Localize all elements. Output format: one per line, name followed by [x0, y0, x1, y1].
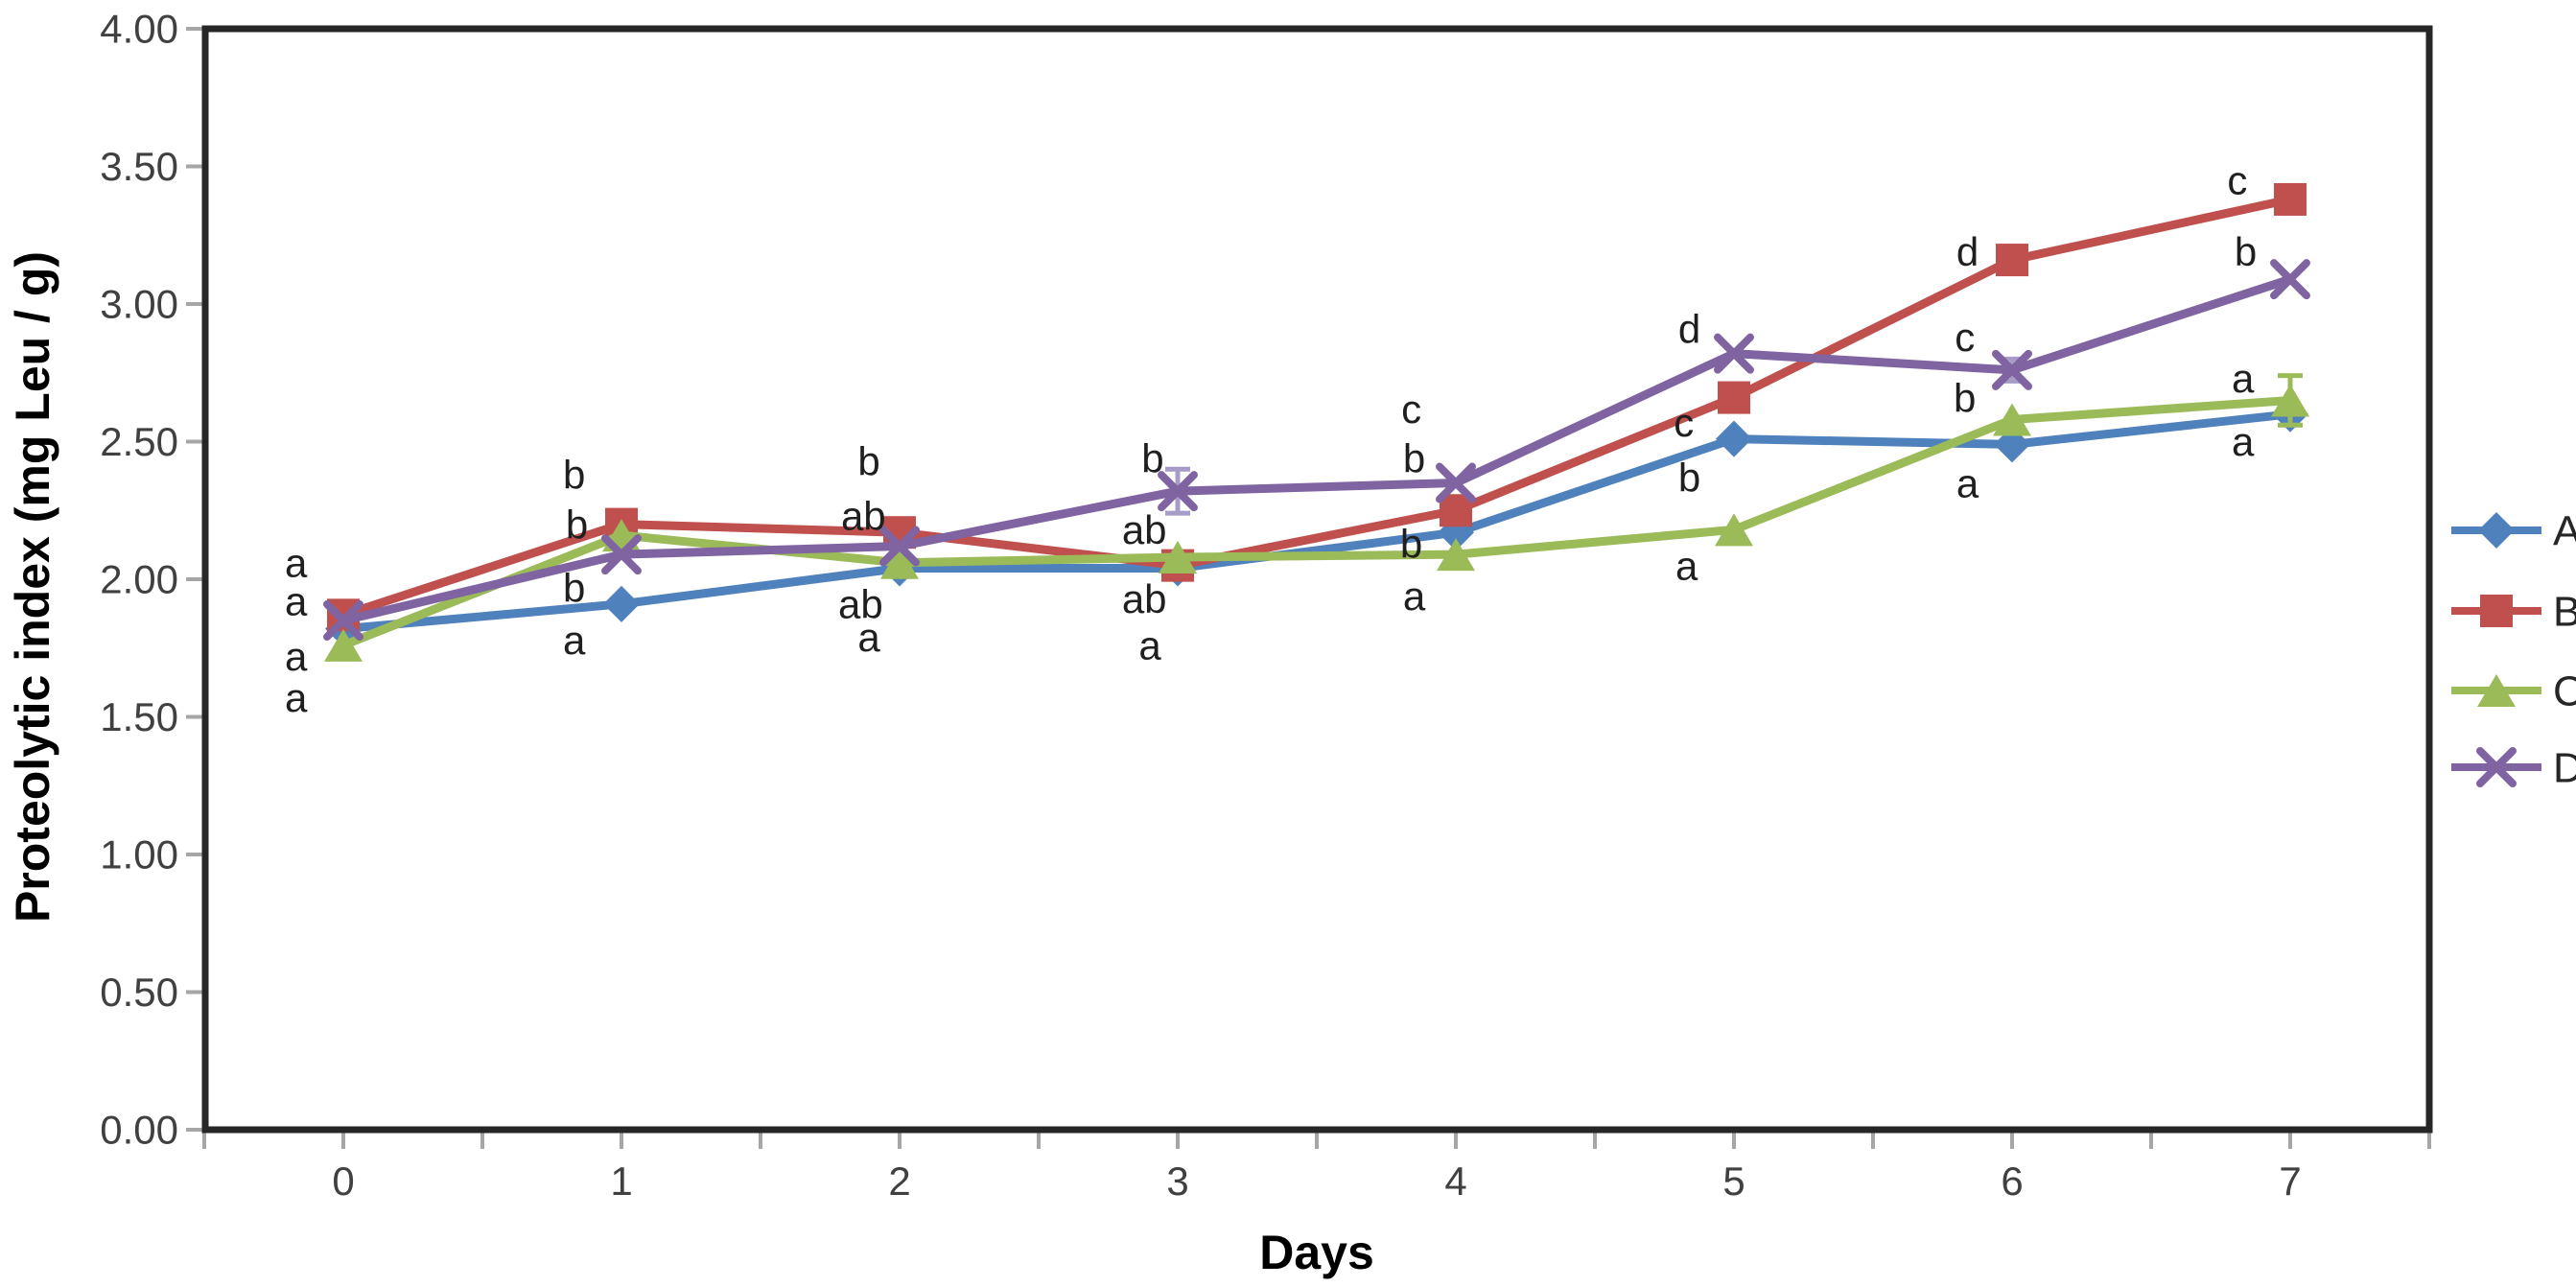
x-axis-tick-label: 1: [610, 1158, 632, 1204]
series-B-line: [339, 195, 2295, 620]
significance-letter: a: [563, 618, 586, 663]
significance-letter: ab: [1122, 576, 1167, 621]
series-D-marker: [879, 526, 920, 567]
series-D-marker: [1714, 333, 1754, 374]
significance-letter: d: [1678, 307, 1700, 352]
y-axis-tick-label: 1.50: [100, 694, 178, 739]
y-axis-tick-label: 0.00: [100, 1108, 178, 1153]
y-axis-tick-label: 3.50: [100, 144, 178, 189]
significance-letter: b: [563, 453, 585, 498]
series-C-marker: [1437, 538, 1475, 572]
series-D-marker: [2270, 259, 2310, 300]
x-axis-tick-label: 0: [332, 1158, 354, 1204]
significance-letter: b: [566, 502, 588, 547]
significance-letter: b: [1678, 456, 1700, 501]
x-axis-tick-label: 2: [888, 1158, 910, 1204]
series-B-marker: [1718, 381, 1750, 414]
y-axis-tick-label: 2.00: [100, 557, 178, 602]
series-C-marker: [2271, 384, 2309, 417]
series-D-marker: [1158, 471, 1198, 512]
significance-letter: ab: [841, 494, 886, 539]
x-axis-tick-label: 6: [2001, 1158, 2023, 1204]
significance-letter: c: [1955, 315, 1975, 360]
significance-letter: b: [1954, 375, 1976, 420]
series-C-marker: [1159, 541, 1197, 574]
significance-letter: a: [1956, 460, 1979, 505]
x-axis-tick-label: 5: [1722, 1158, 1745, 1204]
legend-marker-D: [2476, 747, 2517, 787]
legend-label-A: A: [2553, 507, 2576, 554]
y-axis-tick-label: 3.00: [100, 282, 178, 327]
series-C-line: [339, 395, 2295, 650]
x-axis-tick-label: 4: [1444, 1158, 1466, 1204]
significance-letter: b: [1400, 521, 1422, 566]
significance-letter: b: [563, 565, 585, 610]
series-C-marker: [1715, 513, 1753, 547]
x-axis-title: Days: [1259, 1226, 1374, 1279]
series-C-marker: [324, 628, 363, 662]
series-D-marker: [1436, 462, 1476, 503]
significance-letter: c: [1401, 386, 1421, 432]
significance-letter: a: [2232, 419, 2255, 464]
legend-marker-C: [2477, 674, 2516, 707]
x-axis-tick-label: 3: [1166, 1158, 1188, 1204]
series-B-marker: [1440, 494, 1472, 527]
significance-letter: ab: [838, 582, 883, 627]
y-axis-tick-label: 4.00: [100, 7, 178, 52]
legend-label-D: D: [2553, 744, 2576, 791]
y-axis-title: Proteolytic index (mg Leu / g): [6, 250, 59, 924]
series-A-line: [339, 410, 2295, 634]
series-D-marker: [323, 600, 363, 642]
significance-letter: a: [285, 579, 308, 624]
x-axis-tick-label: 7: [2279, 1158, 2301, 1204]
y-axis-tick-label: 2.50: [100, 419, 178, 464]
series-C-marker: [1993, 403, 2031, 436]
significance-letter: a: [285, 634, 308, 679]
significance-letter: c: [1674, 400, 1694, 445]
legend-marker-B: [2480, 595, 2513, 627]
series-D-line: [339, 274, 2295, 625]
significance-letter: a: [285, 540, 308, 585]
significance-letter: a: [2232, 356, 2255, 401]
significance-letter: a: [285, 675, 308, 720]
series-D-marker: [1992, 349, 2032, 390]
significance-letter: a: [1403, 573, 1426, 619]
series-C-marker: [880, 546, 919, 579]
legend-marker-A: [2478, 512, 2515, 549]
plot-border: [201, 25, 2433, 1134]
y-axis-tick-label: 1.00: [100, 832, 178, 878]
series-B-marker: [1996, 244, 2028, 277]
significance-letter: a: [857, 615, 880, 660]
significance-letter: ab: [1122, 507, 1167, 552]
significance-letter: b: [2235, 229, 2257, 274]
significance-letter: b: [1141, 435, 1163, 480]
legend-label-B: B: [2553, 588, 2576, 635]
series-D-marker: [601, 534, 642, 575]
significance-letter: d: [1956, 229, 1979, 274]
significance-letter: b: [1403, 435, 1425, 480]
significance-letter: a: [1675, 543, 1698, 588]
series-A-marker: [1716, 420, 1752, 457]
legend-label-C: C: [2553, 667, 2576, 714]
significance-letter: c: [2227, 158, 2247, 203]
y-axis-tick-label: 0.50: [100, 970, 178, 1015]
significance-letter: b: [857, 438, 879, 483]
significance-letter: a: [1138, 623, 1161, 668]
series-A-marker: [603, 585, 640, 622]
series-B-marker: [2274, 182, 2307, 216]
